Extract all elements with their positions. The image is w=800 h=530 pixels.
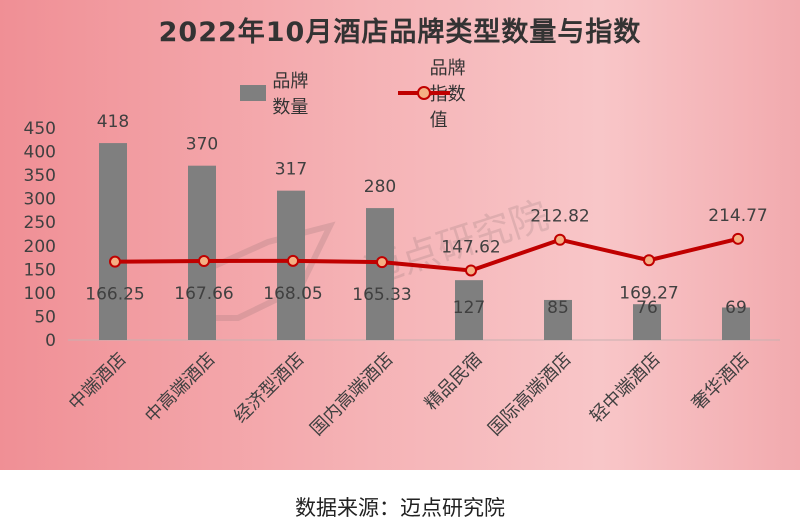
index-point <box>643 254 655 267</box>
y-tick-label: 200 <box>24 237 56 257</box>
index-value-label: 165.33 <box>352 285 411 305</box>
y-tick-label: 0 <box>45 331 56 351</box>
bar <box>188 165 216 340</box>
index-point <box>465 264 477 277</box>
legend-item-line: 品牌指数值 <box>398 58 474 131</box>
legend-item-bar: 品牌数量 <box>240 71 312 118</box>
y-tick-label: 450 <box>24 119 56 139</box>
x-tick-label: 中端酒店 <box>65 349 131 415</box>
bar-value-label: 418 <box>97 112 129 132</box>
chart-title: 2022年10月酒店品牌类型数量与指数 <box>158 17 642 48</box>
x-tick-label: 中高端酒店 <box>141 349 219 427</box>
index-value-label: 169.27 <box>619 283 678 303</box>
bar <box>99 143 127 340</box>
x-tick-label: 国际高端酒店 <box>484 349 575 440</box>
y-tick-label: 50 <box>34 307 56 327</box>
chart-area: 2022年10月酒店品牌类型数量与指数 品牌数量 品牌指数值 迈点研究院0501… <box>0 0 800 470</box>
index-value-label: 147.62 <box>441 237 500 257</box>
source-note: 数据来源：迈点研究院 <box>295 496 505 520</box>
index-point <box>376 256 388 269</box>
x-tick-label: 精品民宿 <box>421 349 487 415</box>
legend-bar-swatch <box>240 85 267 101</box>
legend-label-bar: 品牌数量 <box>272 71 309 118</box>
x-tick-label: 经济型酒店 <box>230 349 308 427</box>
index-value-label: 166.25 <box>85 285 144 305</box>
y-tick-label: 350 <box>24 166 56 186</box>
bar-value-label: 317 <box>275 160 307 180</box>
bar <box>366 208 394 340</box>
index-value-label: 168.05 <box>263 284 322 304</box>
legend-line-swatch <box>398 85 450 101</box>
bar <box>455 280 483 340</box>
x-tick-label: 国内高端酒店 <box>306 349 397 440</box>
x-tick-label: 轻中端酒店 <box>586 349 664 427</box>
bar-value-label: 127 <box>453 298 485 318</box>
index-point <box>287 254 299 267</box>
index-value-label: 214.77 <box>708 206 767 226</box>
bar-value-label: 69 <box>725 298 747 318</box>
index-point <box>732 232 744 245</box>
index-value-label: 167.66 <box>174 284 233 304</box>
index-point <box>109 255 121 268</box>
index-point <box>554 233 566 246</box>
bar-value-label: 76 <box>636 298 658 318</box>
index-line <box>114 236 739 273</box>
bar-value-label: 370 <box>186 135 218 155</box>
bar-value-label: 280 <box>364 177 396 197</box>
bar <box>722 307 750 340</box>
y-tick-label: 300 <box>24 190 56 210</box>
watermark-logo-shape <box>207 221 336 321</box>
y-tick-label: 150 <box>24 260 56 280</box>
y-tick-label: 400 <box>24 143 56 163</box>
x-tick-label: 奢华酒店 <box>688 349 754 415</box>
y-tick-label: 250 <box>24 213 56 233</box>
index-point <box>198 255 210 268</box>
y-tick-label: 100 <box>24 284 56 304</box>
bar <box>544 299 572 340</box>
index-value-label: 212.82 <box>530 207 589 227</box>
bar <box>633 304 661 340</box>
bar-value-label: 85 <box>547 298 569 318</box>
